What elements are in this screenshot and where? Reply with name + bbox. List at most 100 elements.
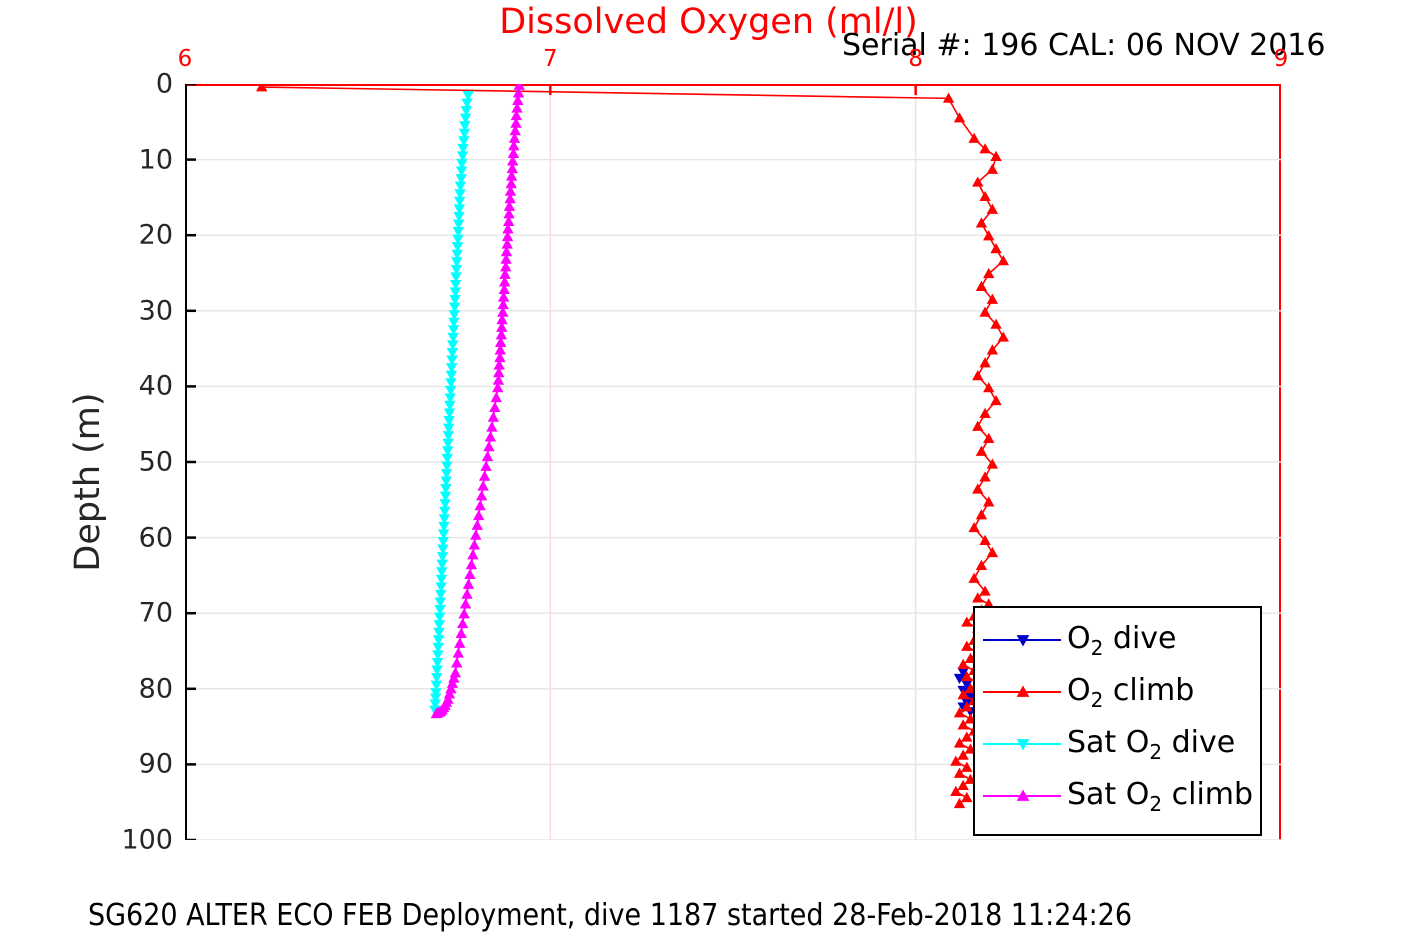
series-marker [437, 529, 450, 540]
series-marker [453, 204, 466, 215]
series-marker [441, 461, 453, 472]
series-marker [953, 737, 966, 748]
series-marker [454, 196, 466, 208]
series-marker [433, 620, 445, 631]
legend-item-0[interactable]: O2 dive [975, 614, 1260, 666]
series-marker [434, 605, 446, 616]
series-marker [438, 514, 451, 525]
series-marker [478, 470, 491, 481]
series-marker [443, 416, 455, 427]
series-marker [433, 627, 445, 638]
series-marker [434, 597, 447, 608]
series-marker [457, 143, 469, 155]
chart-legend[interactable]: O2 dive O2 climb Sat O2 dive Sat O2 climb [973, 606, 1262, 836]
series-marker [997, 331, 1010, 342]
series-marker [459, 113, 472, 124]
series-marker [468, 539, 481, 550]
series-marker [441, 446, 454, 457]
series-marker [975, 445, 988, 456]
series-marker [471, 519, 483, 530]
series-marker [964, 743, 977, 754]
series-marker [435, 582, 447, 593]
series-marker [430, 707, 443, 719]
series-marker [964, 773, 977, 784]
series-marker [431, 673, 443, 684]
series-marker [437, 544, 449, 555]
series-marker [443, 423, 455, 434]
series-marker [433, 612, 446, 623]
series-marker [446, 347, 459, 359]
legend-item-1[interactable]: O2 climb [975, 666, 1260, 718]
legend-item-3[interactable]: Sat O2 climb [975, 770, 1260, 822]
series-marker [474, 500, 486, 511]
series-marker [455, 166, 468, 177]
series-marker [961, 731, 973, 742]
series-marker [449, 295, 461, 306]
series-marker [454, 181, 467, 192]
series-marker [464, 568, 476, 580]
series-marker [438, 521, 450, 533]
series-marker [447, 332, 459, 344]
series-marker [435, 574, 448, 586]
x-tick-label: 7 [543, 46, 558, 72]
series-marker [953, 767, 966, 778]
series-marker [445, 378, 457, 389]
series-marker [429, 693, 442, 704]
series-marker [458, 136, 470, 147]
series-marker [443, 408, 456, 419]
series-marker [440, 476, 452, 487]
series-marker [452, 234, 464, 245]
y-tick-label: 10 [138, 144, 173, 176]
x-axis-tick-marks [549, 84, 1281, 95]
series-3 [430, 84, 525, 719]
series-marker [975, 559, 988, 570]
y-tick-label: 20 [138, 219, 173, 251]
series-marker [483, 441, 495, 452]
triangle-down-icon [1016, 739, 1030, 751]
series-marker [452, 219, 465, 230]
series-marker [444, 393, 456, 404]
legend-label-2: Sat O2 dive [1067, 724, 1236, 764]
series-marker [953, 673, 966, 685]
legend-sample-0 [983, 630, 1061, 650]
series-marker [961, 761, 973, 772]
series-marker [451, 257, 463, 268]
series-marker [961, 701, 973, 712]
series-marker [442, 438, 454, 449]
serial-calibration-annotation: Serial #: 196 CAL: 06 NOV 2016 [842, 28, 1326, 63]
series-marker [484, 431, 497, 442]
series-marker [979, 143, 991, 154]
gridlines [185, 84, 1281, 840]
series-marker [975, 280, 988, 292]
series-marker [979, 190, 991, 202]
series-marker [961, 616, 973, 627]
legend-item-2[interactable]: Sat O2 dive [975, 718, 1260, 770]
series-marker [432, 635, 445, 646]
series-marker [431, 665, 443, 676]
series-line [261, 86, 1005, 805]
series-marker [475, 490, 488, 501]
series-marker [983, 230, 995, 241]
series-marker [440, 468, 453, 480]
triangle-up-icon [1016, 685, 1030, 697]
series-marker [436, 567, 448, 578]
series-marker [450, 272, 462, 283]
series-marker [957, 779, 969, 790]
series-marker [953, 707, 966, 718]
series-marker [950, 755, 962, 766]
series-marker [968, 521, 980, 533]
series-marker [997, 255, 1010, 266]
series-marker [451, 242, 464, 253]
series-marker [986, 458, 999, 469]
series-marker [444, 400, 456, 412]
legend-label-0: O2 dive [1067, 620, 1177, 660]
series-marker [964, 682, 977, 694]
legend-label-1: O2 climb [1067, 672, 1195, 712]
series-marker [972, 369, 984, 381]
y-axis-tick-marks [185, 84, 196, 840]
legend-label-3: Sat O2 climb [1067, 776, 1254, 816]
series-marker [447, 340, 459, 351]
series-marker [439, 491, 452, 502]
series-marker [979, 471, 991, 482]
